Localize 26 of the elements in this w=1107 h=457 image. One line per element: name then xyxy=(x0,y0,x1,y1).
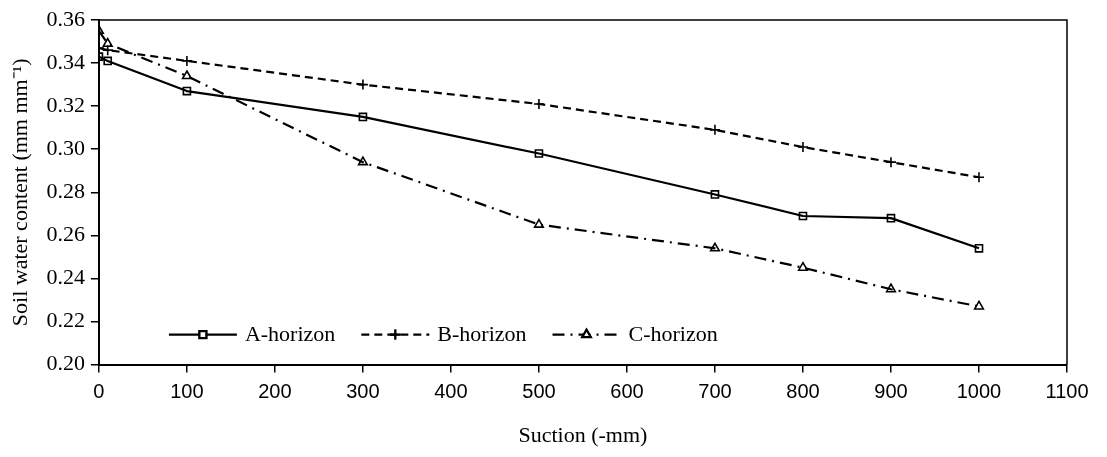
y-tick-label: 0.32 xyxy=(46,91,85,117)
x-tick-label: 1000 xyxy=(956,380,1002,403)
y-tick-label: 0.26 xyxy=(46,221,85,247)
legend-label: A-horizon xyxy=(244,321,336,347)
x-axis-title: Suction (-mm) xyxy=(518,421,648,447)
y-axis-title: Soil water content (mm mm⁻¹) xyxy=(6,58,32,327)
x-tick-label: 300 xyxy=(346,380,380,403)
x-tick-label: 700 xyxy=(698,380,732,403)
x-tick-label: 1100 xyxy=(1045,380,1089,403)
legend-label: B-horizon xyxy=(437,321,527,347)
x-tick-label: 200 xyxy=(258,380,292,403)
y-tick-label: 0.22 xyxy=(46,307,85,333)
x-tick-label: 100 xyxy=(170,380,204,403)
legend-label: C-horizon xyxy=(628,321,718,347)
x-tick-label: 600 xyxy=(610,380,644,403)
y-tick-label: 0.20 xyxy=(46,350,85,376)
y-tick-label: 0.28 xyxy=(46,178,85,204)
x-tick-label: 500 xyxy=(522,380,556,403)
x-tick-label: 0 xyxy=(93,380,105,403)
x-tick-label: 900 xyxy=(874,380,908,403)
y-tick-label: 0.30 xyxy=(46,135,85,161)
y-tick-label: 0.36 xyxy=(46,5,85,31)
y-tick-label: 0.34 xyxy=(46,48,85,74)
y-tick-label: 0.24 xyxy=(46,264,85,290)
x-tick-label: 800 xyxy=(786,380,820,403)
x-tick-label: 400 xyxy=(434,380,468,403)
